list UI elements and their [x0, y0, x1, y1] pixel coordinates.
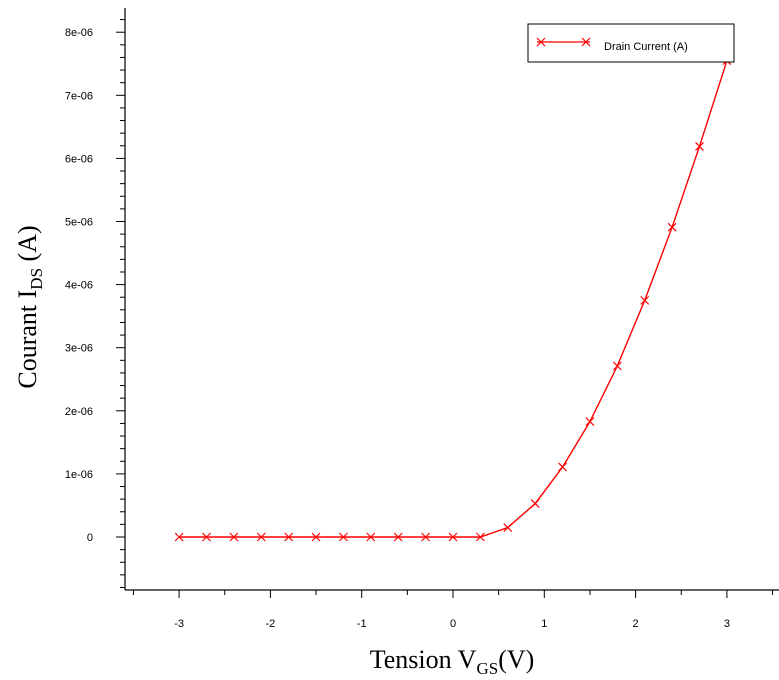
x-axis-label-main: Tension V — [370, 645, 477, 674]
data-point — [558, 462, 567, 472]
x-tick-label: -1 — [357, 618, 367, 630]
legend-box — [527, 23, 735, 63]
data-point — [695, 141, 704, 151]
data-point — [421, 532, 431, 542]
x-tick-label: 2 — [633, 618, 639, 630]
data-point — [174, 532, 184, 542]
y-axis-label-main: Courant I — [13, 290, 42, 389]
y-tick-label: 2e-06 — [65, 406, 93, 418]
data-point — [640, 295, 650, 305]
x-tick-label: 0 — [450, 618, 456, 630]
data-point — [475, 532, 485, 542]
data-point — [229, 532, 239, 542]
plot-area — [174, 56, 732, 542]
y-axis-ticks: 0 1e-06 2e-06 3e-06 4e-06 5e-06 6e-06 7e-06 8e-0… — [65, 19, 125, 588]
y-axis-label-suffix: (A) — [13, 225, 42, 268]
data-point — [503, 523, 513, 532]
data-point — [284, 532, 294, 542]
x-axis-ticks: -3 -2 -1 0 1 2 3 — [132, 590, 774, 630]
x-tick-label: -3 — [174, 618, 184, 630]
data-point — [339, 532, 348, 542]
data-point — [202, 532, 211, 542]
x-axis-label-sub: GS — [476, 659, 498, 678]
legend-marker-icon — [536, 37, 546, 47]
x-tick-label: 1 — [541, 618, 547, 630]
data-point — [393, 532, 403, 542]
x-axis-label-suffix: (V) — [498, 645, 534, 674]
legend-marker-icon — [581, 37, 591, 47]
data-point — [256, 532, 266, 542]
data-point — [366, 532, 376, 542]
x-tick-label: 3 — [724, 618, 730, 630]
data-point — [612, 361, 622, 371]
y-tick-label: 0 — [87, 532, 93, 544]
data-point — [448, 532, 458, 542]
y-tick-label: 3e-06 — [65, 343, 93, 355]
y-tick-label: 1e-06 — [65, 469, 93, 481]
legend: Drain Current (A) — [527, 23, 735, 63]
y-tick-label: 4e-06 — [65, 280, 93, 292]
y-tick-label: 7e-06 — [65, 90, 93, 102]
y-tick-label: 5e-06 — [65, 217, 93, 229]
x-tick-label: -2 — [266, 618, 276, 630]
series-line-drain-current — [179, 60, 728, 538]
y-tick-label: 6e-06 — [65, 153, 93, 165]
y-axis-label-sub: DS — [27, 268, 46, 290]
data-point — [311, 532, 321, 542]
data-point — [530, 499, 540, 508]
axes — [124, 8, 779, 591]
x-axis-label: Tension VGS(V) — [370, 645, 535, 678]
y-axis-label: Courant IDS (A) — [13, 225, 46, 388]
data-point — [667, 222, 677, 232]
legend-markers — [536, 37, 591, 47]
data-point — [585, 417, 595, 426]
y-tick-label: 8e-06 — [65, 27, 93, 39]
legend-label: Drain Current (A) — [604, 41, 688, 53]
